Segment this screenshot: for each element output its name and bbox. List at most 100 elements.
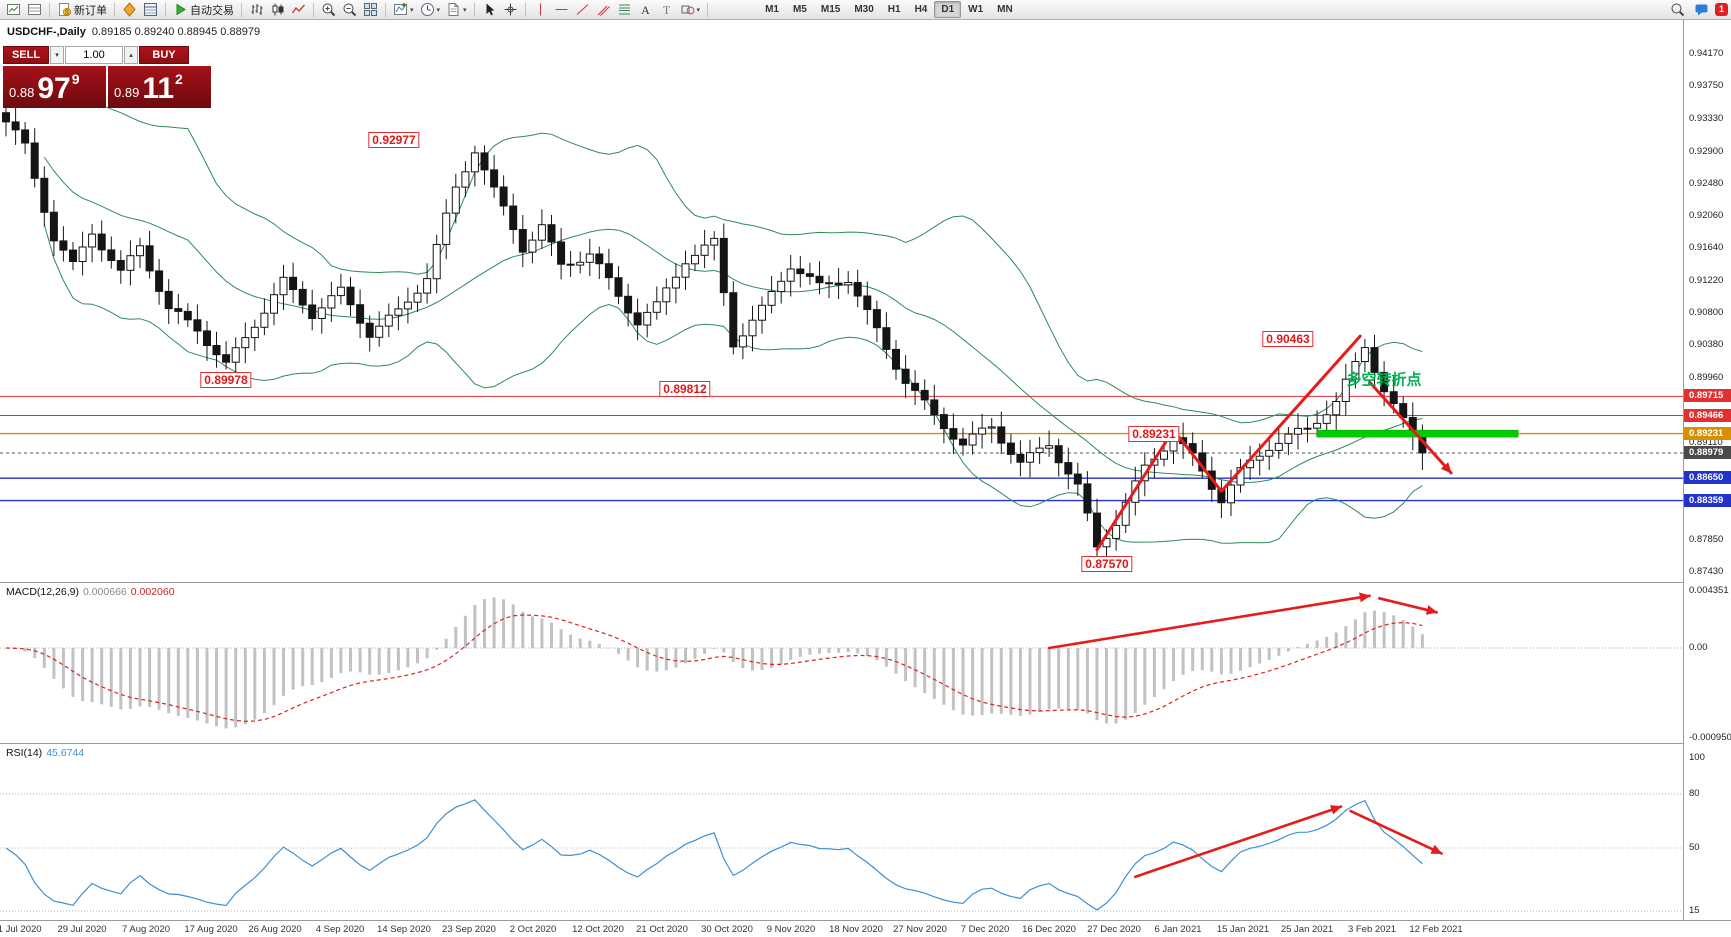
- fibonacci-button[interactable]: [615, 1, 634, 18]
- indicators-button[interactable]: ▾: [391, 1, 416, 18]
- tile-windows-button[interactable]: [361, 1, 380, 18]
- toolbar-separator: [49, 2, 50, 17]
- shapes-button[interactable]: ▾: [678, 1, 703, 18]
- zoom-in-button[interactable]: [319, 1, 338, 18]
- candlestick-icon: [270, 2, 285, 17]
- timeframe-d1[interactable]: D1: [934, 1, 962, 18]
- bar-chart-icon: [249, 2, 264, 17]
- price-tick-label: 0.92900: [1689, 146, 1724, 157]
- rsi-value: 45.6744: [46, 747, 85, 759]
- price-level-badge: 0.88359: [1684, 494, 1731, 507]
- price-tick-label: 0.91640: [1689, 242, 1724, 253]
- svg-text:$: $: [65, 9, 69, 16]
- chat-button[interactable]: [1692, 1, 1711, 18]
- vline-button[interactable]: [531, 1, 550, 18]
- toolbar-separator: [707, 2, 709, 17]
- trendline-icon: [575, 2, 590, 17]
- price-axis[interactable]: 0.94170 0.93750 0.93330 0.92900 0.92480 0.920…: [1683, 20, 1731, 937]
- panel-separator[interactable]: [0, 582, 1731, 583]
- bar-chart-button[interactable]: [247, 1, 266, 18]
- line-chart-button[interactable]: [289, 1, 308, 18]
- main-chart-canvas[interactable]: [0, 20, 1683, 582]
- ask-price-display[interactable]: 0.89 11 2: [108, 66, 211, 108]
- timeframe-h4[interactable]: H4: [914, 4, 928, 15]
- search-button[interactable]: [1668, 1, 1687, 18]
- price-level-badge: 0.88650: [1684, 471, 1731, 484]
- rsi-axis-label: 100: [1689, 752, 1705, 763]
- date-tick-label: 26 Aug 2020: [248, 924, 302, 935]
- svg-text:A: A: [641, 3, 650, 17]
- cursor-button[interactable]: [480, 1, 499, 18]
- date-tick-label: 7 Dec 2020: [960, 924, 1010, 935]
- rsi-name: RSI(14): [6, 747, 43, 759]
- timeframe-m1[interactable]: M1: [765, 4, 779, 15]
- search-icon: [1670, 2, 1685, 17]
- toolbar-separator: [313, 2, 314, 17]
- price-tick-label: 0.87430: [1689, 566, 1724, 577]
- price-label-annotation[interactable]: 0.89231: [1128, 426, 1180, 442]
- text-button[interactable]: A: [636, 1, 655, 18]
- hline-button[interactable]: [552, 1, 571, 18]
- price-tick-label: 0.92060: [1689, 210, 1724, 221]
- text-icon: A: [638, 2, 653, 17]
- price-label-annotation[interactable]: 0.89812: [659, 381, 711, 397]
- chart-window[interactable]: USDCHF-,Daily 0.89185 0.89240 0.88945 0.8…: [0, 20, 1731, 937]
- timeframe-mn[interactable]: MN: [997, 4, 1013, 15]
- rsi-axis-label: 15: [1689, 905, 1700, 916]
- rsi-panel-canvas[interactable]: [0, 744, 1683, 919]
- volume-increase-button[interactable]: ▴: [124, 46, 138, 64]
- date-tick-label: 27 Nov 2020: [893, 924, 947, 935]
- chart-profiles-button[interactable]: [25, 1, 44, 18]
- price-tick-label: 0.91220: [1689, 275, 1724, 286]
- date-tick-label: 18 Nov 2020: [829, 924, 883, 935]
- price-label-annotation[interactable]: 0.87570: [1081, 556, 1133, 572]
- macd-panel-canvas[interactable]: [0, 583, 1683, 743]
- volume-input[interactable]: [65, 46, 123, 64]
- price-tick-label: 0.92480: [1689, 178, 1724, 189]
- price-label-annotation[interactable]: 0.89978: [200, 372, 252, 388]
- timeframe-m15[interactable]: M15: [820, 4, 841, 15]
- turning-point-callout[interactable]: 多空转折点: [1346, 371, 1422, 389]
- label-button[interactable]: T: [657, 1, 676, 18]
- price-tick-label: 0.90380: [1689, 339, 1724, 350]
- new-chart-button[interactable]: [4, 1, 23, 18]
- price-level-badge: 0.88979: [1684, 446, 1731, 459]
- ask-price-big: 11: [142, 72, 175, 105]
- candlestick-button[interactable]: [268, 1, 287, 18]
- periods-button[interactable]: ▾: [418, 1, 443, 18]
- templates-button[interactable]: ▾: [444, 1, 469, 18]
- channel-button[interactable]: [594, 1, 613, 18]
- sell-button[interactable]: SELL: [3, 46, 49, 64]
- price-level-badge: 0.89466: [1684, 409, 1731, 422]
- crosshair-button[interactable]: [501, 1, 520, 18]
- notification-badge[interactable]: 1: [1714, 3, 1728, 16]
- timeframe-m5[interactable]: M5: [792, 4, 807, 15]
- buy-button[interactable]: BUY: [139, 46, 189, 64]
- zoom-out-icon: [342, 2, 357, 17]
- bid-price-display[interactable]: 0.88 97 9: [3, 66, 106, 108]
- date-axis[interactable]: 21 Jul 2020 29 Jul 2020 7 Aug 2020 17 Aug 2…: [0, 920, 1731, 937]
- zoom-out-button[interactable]: [340, 1, 359, 18]
- market-watch-button[interactable]: [120, 1, 139, 18]
- data-window-button[interactable]: [141, 1, 160, 18]
- date-tick-label: 3 Feb 2021: [1347, 924, 1397, 935]
- timeframe-m30[interactable]: M30: [854, 4, 874, 15]
- new-order-button[interactable]: $ 新订单: [55, 1, 109, 19]
- trendline-button[interactable]: [573, 1, 592, 18]
- price-label-annotation[interactable]: 0.90463: [1262, 331, 1314, 347]
- volume-decrease-button[interactable]: ▾: [50, 46, 64, 64]
- line-chart-icon: [291, 2, 306, 17]
- fibonacci-icon: [617, 2, 632, 17]
- price-label-annotation[interactable]: 0.92977: [368, 132, 420, 148]
- date-tick-label: 14 Sep 2020: [377, 924, 431, 935]
- timeframe-h1[interactable]: H1: [887, 4, 901, 15]
- price-tick-label: 0.93750: [1689, 80, 1724, 91]
- timeframe-w1[interactable]: W1: [968, 4, 984, 15]
- toolbar-separator: [114, 2, 115, 17]
- date-tick-label: 30 Oct 2020: [701, 924, 753, 935]
- macd-signal-value: 0.002060: [130, 586, 175, 598]
- panel-separator[interactable]: [0, 743, 1731, 744]
- autotrade-button[interactable]: 自动交易: [171, 1, 236, 19]
- macd-indicator-label: MACD(12,26,9) 0.000666 0.002060: [6, 586, 175, 598]
